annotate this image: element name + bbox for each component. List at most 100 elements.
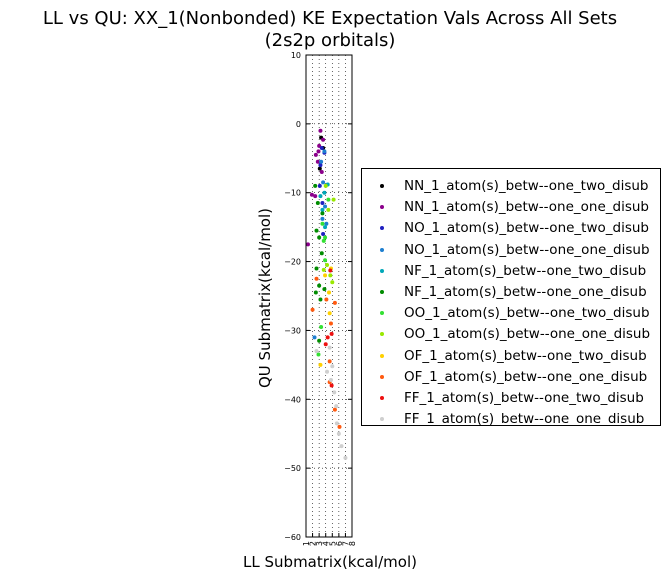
- legend-item: NN_1_atom(s)_betw--one_one_disub: [362, 197, 660, 218]
- data-point: [323, 258, 328, 263]
- data-point: [319, 170, 324, 175]
- legend-marker: [380, 374, 384, 379]
- data-point: [321, 137, 326, 142]
- legend-item: OF_1_atom(s)_betw--one_one_disub: [362, 367, 660, 388]
- data-point: [323, 225, 328, 230]
- chart-title-line-2: (2s2p orbitals): [264, 30, 396, 51]
- data-point: [331, 197, 336, 202]
- legend-marker: [380, 226, 384, 231]
- data-point: [316, 149, 321, 154]
- y-tick-label: 10: [291, 51, 301, 60]
- legend-item: OF_1_atom(s)_betw--one_two_disub: [362, 346, 660, 367]
- data-point: [313, 183, 318, 188]
- data-point: [320, 221, 325, 226]
- data-point: [334, 404, 339, 409]
- data-point: [322, 190, 327, 195]
- data-point: [320, 216, 325, 221]
- data-point: [313, 152, 318, 157]
- y-tick-label: −20: [284, 258, 301, 267]
- x-tick-label: 4: [322, 541, 331, 546]
- legend-label: NF_1_atom(s)_betw--one_two_disub: [404, 262, 647, 279]
- legend-item: NO_1_atom(s)_betw--one_two_disub: [362, 218, 660, 239]
- data-point: [343, 455, 348, 460]
- data-point: [321, 267, 326, 272]
- y-tick-label: −40: [284, 395, 301, 404]
- y-tick-label: 0: [296, 120, 301, 129]
- data-point: [321, 232, 326, 237]
- data-point: [314, 349, 319, 354]
- data-point: [305, 242, 310, 247]
- data-point: [317, 166, 322, 171]
- data-point: [319, 251, 324, 256]
- legend-item: OO_1_atom(s)_betw--one_two_disub: [362, 303, 660, 324]
- x-tick-label: 2: [309, 541, 318, 546]
- data-point: [326, 207, 331, 212]
- data-point: [328, 321, 333, 326]
- data-point: [318, 128, 323, 133]
- data-point: [320, 207, 325, 212]
- data-point: [327, 311, 332, 316]
- x-tick-label: 6: [335, 541, 344, 546]
- legend-item: FF_1_atom(s)_betw--one_two_disub: [362, 388, 660, 409]
- data-point: [328, 273, 333, 278]
- data-point: [327, 345, 332, 350]
- legend-label: OF_1_atom(s)_betw--one_two_disub: [404, 347, 647, 364]
- data-point: [319, 145, 324, 150]
- data-point: [310, 307, 315, 312]
- data-point: [325, 369, 330, 374]
- data-point: [323, 273, 328, 278]
- legend-item: NN_1_atom(s)_betw--one_two_disub: [362, 176, 660, 197]
- data-point: [329, 383, 334, 388]
- data-point: [321, 180, 326, 185]
- y-axis-label: QU Submatrix(kcal/mol): [256, 207, 274, 389]
- data-point: [318, 194, 323, 199]
- legend-label: NN_1_atom(s)_betw--one_one_disub: [404, 199, 650, 216]
- legend-label: FF_1_atom(s)_betw--one_two_disub: [404, 390, 644, 406]
- data-point: [317, 235, 322, 240]
- legend-item: OO_1_atom(s)_betw--one_one_disub: [362, 324, 660, 345]
- data-point: [332, 390, 337, 395]
- data-point: [309, 192, 314, 197]
- data-point: [322, 287, 327, 292]
- legend-marker: [380, 184, 384, 188]
- data-point: [330, 364, 335, 369]
- legend-label: FF_1_atom(s)_betw--one_one_disub: [404, 411, 645, 428]
- grid-lines: [306, 55, 352, 537]
- data-point: [324, 297, 329, 302]
- legend-item: NF_1_atom(s)_betw--one_one_disub: [362, 282, 660, 303]
- x-tick-label: 1: [302, 541, 311, 546]
- legend-marker: [380, 205, 384, 210]
- legend-label: NO_1_atom(s)_betw--one_one_disub: [404, 241, 650, 258]
- legend-item: FF_1_atom(s)_betw--one_one_disub: [362, 409, 660, 430]
- legend-item: NF_1_atom(s)_betw--one_two_disub: [362, 261, 660, 282]
- y-tick-label: −30: [284, 326, 301, 335]
- data-point: [319, 159, 324, 164]
- y-tick-label: −10: [284, 189, 301, 198]
- legend-marker: [380, 247, 384, 252]
- data-point: [315, 159, 320, 164]
- data-point: [318, 297, 323, 302]
- y-tick-label: −50: [284, 464, 301, 473]
- data-point: [316, 352, 321, 357]
- data-point: [314, 228, 319, 233]
- legend: NN_1_atom(s)_betw--one_two_disub NN_1_ato…: [361, 168, 661, 427]
- legend-marker: [380, 290, 384, 294]
- legend-label: OO_1_atom(s)_betw--one_two_disub: [404, 305, 650, 322]
- data-point: [329, 331, 334, 336]
- data-point: [315, 201, 320, 206]
- x-tick-label: 7: [341, 541, 350, 546]
- data-point: [314, 266, 319, 271]
- data-point: [323, 183, 328, 188]
- data-point: [322, 149, 327, 154]
- data-point: [324, 221, 329, 226]
- data-point: [328, 268, 333, 273]
- data-point: [312, 335, 317, 340]
- data-point: [323, 235, 328, 240]
- data-point: [323, 342, 328, 347]
- data-point: [332, 407, 337, 412]
- data-point: [317, 338, 322, 343]
- legend-label: OO_1_atom(s)_betw--one_one_disub: [404, 326, 651, 343]
- data-points: [305, 128, 348, 460]
